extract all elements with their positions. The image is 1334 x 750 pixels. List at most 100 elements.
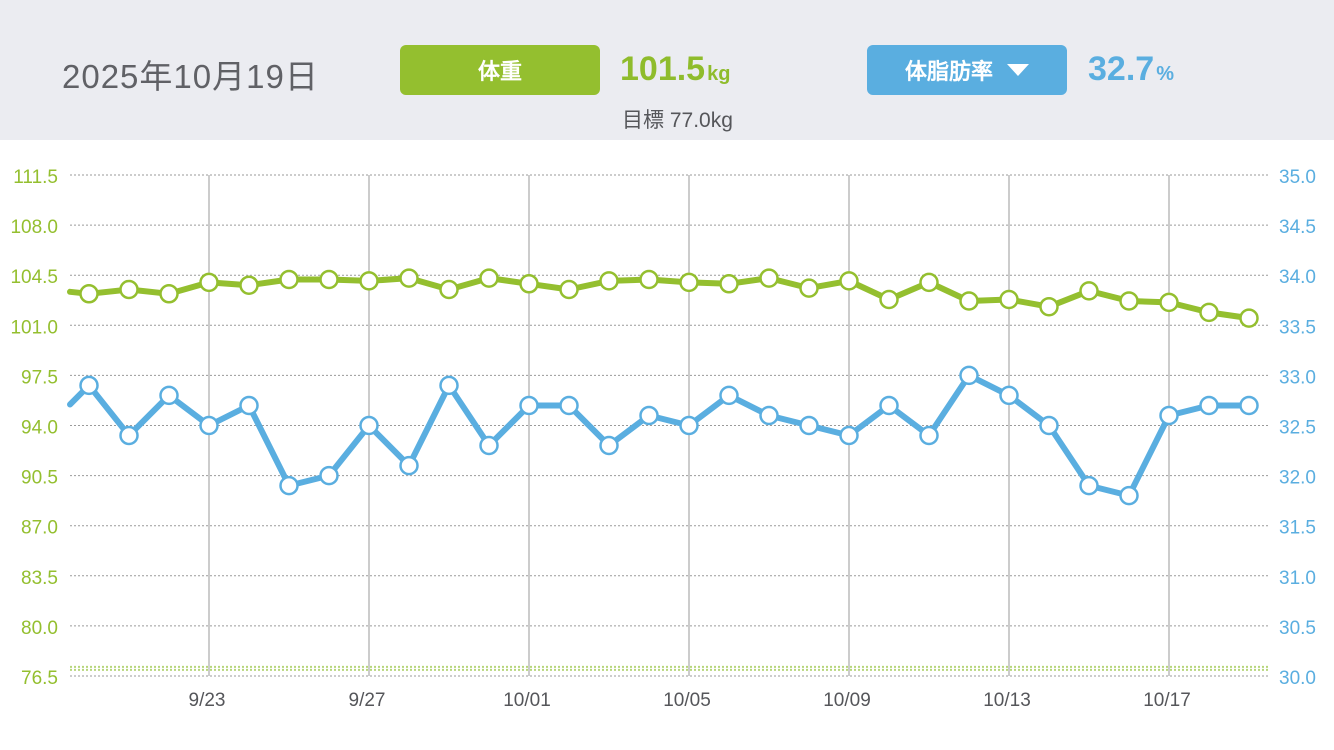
weight-data-point <box>1119 291 1139 311</box>
left-tick-label: 101.0 <box>10 317 58 338</box>
body-fat-data-point <box>439 375 459 396</box>
right-tick-label: 33.0 <box>1279 367 1316 388</box>
right-axis-ticks: 35.0 34.5 34.0 33.5 33.0 32.5 32.0 31.5 31.0 30.5… <box>1279 167 1316 689</box>
goal-line-layer <box>70 665 1268 671</box>
body-fat-data-point <box>679 415 699 436</box>
header-bar: 2025年10月19日 体重 101.5 kg 目標 77.0kg 体脂肪率 32… <box>0 0 1334 140</box>
x-tick-label: 10/13 <box>983 690 1031 711</box>
weight-tab-label: 体重 <box>477 59 522 84</box>
x-tick-label: 9/27 <box>349 690 386 711</box>
left-tick-label: 80.0 <box>21 618 58 639</box>
body-fat-data-point <box>1119 485 1139 506</box>
weight-data-point <box>759 268 779 288</box>
right-tick-label: 34.0 <box>1279 267 1316 288</box>
weight-data-point <box>79 284 99 304</box>
body-fat-data-point <box>559 395 579 416</box>
series-layer <box>67 268 1259 506</box>
goal-weight-label: 目標 77.0kg <box>622 109 733 132</box>
weight-data-point <box>959 291 979 311</box>
body-fat-data-point <box>159 385 179 406</box>
left-tick-label: 76.5 <box>21 668 58 689</box>
weight-data-point <box>239 275 259 295</box>
body-fat-data-point <box>199 415 219 436</box>
weight-value: 101.5 <box>620 50 706 88</box>
x-tick-label: 10/05 <box>663 690 711 711</box>
weight-data-point <box>359 271 379 291</box>
grid-layer <box>70 174 1268 677</box>
weight-data-point <box>1239 308 1259 328</box>
weight-data-point <box>319 269 339 290</box>
weight-data-point <box>919 272 939 293</box>
body-fat-data-point <box>1039 415 1059 436</box>
body-fat-data-point <box>1239 395 1259 416</box>
weight-bodyfat-chart[interactable]: 111.5 108.0 104.5 101.0 97.5 94.0 90.5 87.0 83.5… <box>0 140 1334 750</box>
body-fat-data-point <box>799 415 819 436</box>
body-fat-data-point <box>1199 395 1219 416</box>
body-fat-data-point <box>79 375 99 396</box>
body-fat-dropdown-button[interactable]: 体脂肪率 <box>867 45 1067 95</box>
body-fat-data-point <box>399 455 419 476</box>
weight-data-point <box>119 279 139 300</box>
body-fat-data-point <box>959 365 979 386</box>
body-fat-data-point <box>999 385 1019 406</box>
weight-data-point <box>479 268 499 288</box>
weight-data-point <box>799 278 819 298</box>
right-tick-label: 32.5 <box>1279 418 1316 439</box>
body-fat-data-point <box>759 405 779 426</box>
x-axis-ticks: 9/23 9/27 10/01 10/05 10/09 10/13 10/17 <box>189 690 1191 711</box>
weight-data-point <box>1039 296 1059 317</box>
weight-data-point <box>1079 281 1099 301</box>
body-fat-data-point <box>319 465 339 486</box>
body-fat-data-point <box>119 425 139 446</box>
body-fat-data-point <box>599 435 619 456</box>
right-tick-label: 31.5 <box>1279 518 1316 539</box>
weight-data-point <box>599 271 619 291</box>
x-tick-label: 9/23 <box>189 690 226 711</box>
right-tick-label: 32.0 <box>1279 468 1316 489</box>
body-fat-readout: 32.7% <box>1088 50 1174 89</box>
caret-down-icon <box>1007 64 1029 76</box>
date-label[interactable]: 2025年10月19日 <box>62 58 319 95</box>
left-tick-label: 94.0 <box>21 418 58 439</box>
body-fat-unit: % <box>1156 63 1174 85</box>
weight-data-point <box>879 289 899 310</box>
body-fat-data-point <box>1079 475 1099 496</box>
body-fat-data-point <box>239 395 259 416</box>
body-fat-data-point <box>919 425 939 446</box>
left-axis-ticks: 111.5 108.0 104.5 101.0 97.5 94.0 90.5 87.0 83.5… <box>10 167 58 689</box>
body-fat-data-point <box>279 475 299 496</box>
weight-data-point <box>999 289 1019 310</box>
weight-data-point <box>1199 302 1219 323</box>
body-fat-data-point <box>479 435 499 456</box>
x-tick-label: 10/01 <box>503 690 551 711</box>
right-tick-label: 34.5 <box>1279 217 1316 238</box>
body-fat-data-point <box>519 395 539 416</box>
weight-readout: 101.5 kg <box>620 50 730 89</box>
right-tick-label: 35.0 <box>1279 167 1316 188</box>
left-tick-label: 97.5 <box>21 367 58 388</box>
left-tick-label: 83.5 <box>21 568 58 589</box>
left-tick-label: 90.5 <box>21 468 58 489</box>
body-fat-data-point <box>719 385 739 406</box>
body-fat-data-point <box>359 415 379 436</box>
body-fat-series-line <box>67 372 1252 499</box>
left-tick-label: 104.5 <box>10 267 58 288</box>
weight-data-point <box>719 274 739 294</box>
weight-unit: kg <box>707 63 731 85</box>
weight-data-point <box>439 279 459 300</box>
left-tick-label: 108.0 <box>10 217 58 238</box>
vertical-grid-layer <box>208 175 1170 676</box>
weight-data-point <box>639 269 659 290</box>
weight-data-point <box>839 271 859 291</box>
body-fat-data-point <box>1159 405 1179 426</box>
x-tick-label: 10/17 <box>1143 690 1191 711</box>
x-tick-label: 10/09 <box>823 690 871 711</box>
weight-data-point <box>1159 292 1179 313</box>
body-fat-data-point <box>879 395 899 416</box>
weight-data-point <box>159 284 179 304</box>
weight-tab-button[interactable]: 体重 <box>400 45 600 95</box>
body-fat-data-point <box>639 405 659 426</box>
weight-data-point <box>199 272 219 293</box>
right-tick-label: 33.5 <box>1279 317 1316 338</box>
right-tick-label: 30.0 <box>1279 668 1316 689</box>
